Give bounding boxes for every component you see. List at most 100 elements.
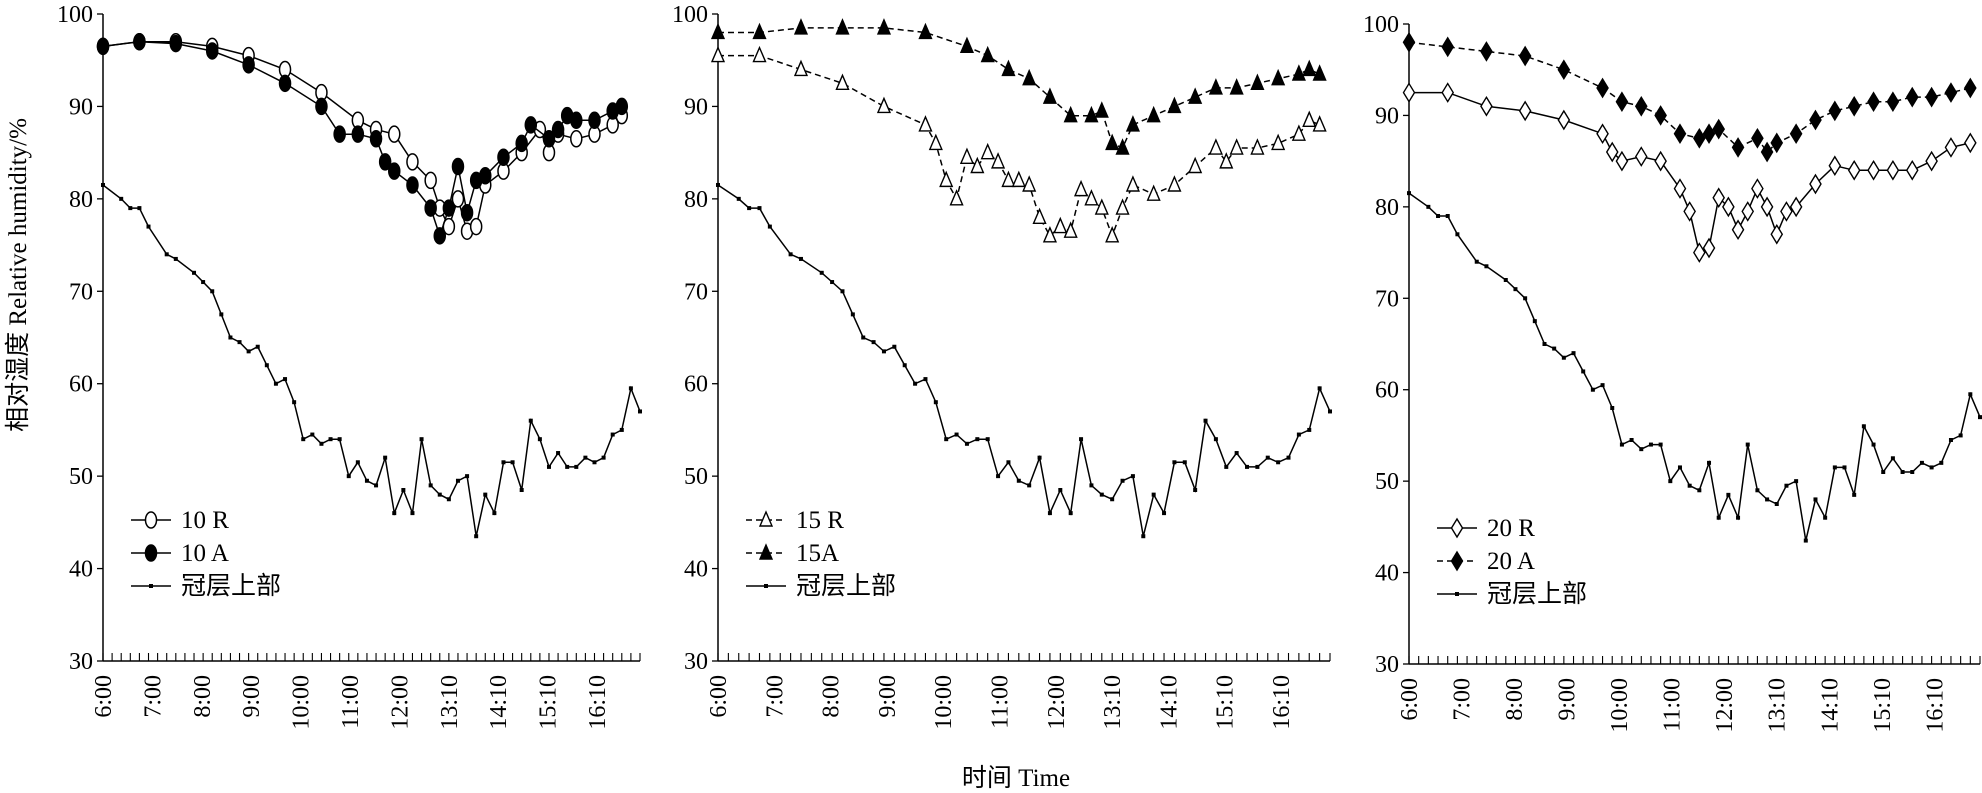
data-point: [1871, 442, 1876, 447]
legend-label: 15A: [796, 540, 839, 567]
data-point: [1890, 456, 1895, 461]
data-point: [1219, 152, 1234, 169]
data-point: [996, 474, 1001, 479]
data-point: [1726, 492, 1731, 497]
data-point: [1518, 100, 1532, 122]
data-point: [933, 400, 938, 405]
data-point: [1523, 296, 1528, 301]
data-point: [752, 22, 767, 40]
data-point: [1312, 64, 1327, 81]
data-point: [1312, 115, 1327, 132]
data-point: [1847, 95, 1861, 117]
data-point: [1011, 170, 1026, 188]
data-point: [1058, 488, 1063, 493]
data-point: [1794, 479, 1799, 484]
data-point: [483, 492, 488, 497]
data-point: [1542, 342, 1547, 346]
legend-marker: [758, 543, 774, 560]
data-point: [991, 152, 1006, 169]
series-3: [1407, 191, 1982, 543]
data-point: [292, 400, 297, 405]
data-point: [850, 312, 855, 317]
series-3: [716, 182, 1332, 539]
data-point: [1125, 175, 1140, 192]
data-point: [1130, 474, 1135, 479]
data-point: [1707, 460, 1712, 465]
data-point: [406, 153, 419, 171]
data-point: [892, 344, 897, 349]
data-point: [510, 460, 515, 465]
data-point: [574, 464, 579, 469]
data-point: [949, 189, 964, 206]
data-point: [1068, 511, 1073, 516]
x-tick-label: 11:00: [338, 675, 364, 729]
data-point: [835, 73, 850, 91]
data-point: [1702, 237, 1716, 259]
data-point: [1741, 201, 1755, 222]
data-point: [1436, 214, 1441, 218]
series-1: [710, 45, 1327, 243]
data-point: [1677, 465, 1682, 470]
data-point: [1760, 196, 1774, 218]
legend-label: 20 A: [1487, 548, 1535, 575]
data-point: [1939, 460, 1944, 465]
data-point: [1099, 492, 1104, 497]
y-tick-label: 50: [1375, 469, 1399, 495]
data-point: [1958, 433, 1963, 438]
data-point: [173, 256, 178, 261]
data-point: [1407, 191, 1411, 196]
data-point: [570, 130, 583, 148]
data-point: [219, 312, 224, 317]
data-point: [424, 199, 437, 217]
series-line: [718, 54, 1320, 238]
series-2: [96, 32, 629, 245]
data-point: [524, 116, 538, 134]
data-point: [1842, 465, 1847, 470]
data-point: [1110, 497, 1115, 502]
legend-label: 冠层上部: [181, 572, 281, 600]
x-tick-label: 14:10: [1156, 675, 1182, 730]
x-tick-label: 6:00: [706, 675, 732, 718]
data-point: [1712, 187, 1726, 209]
data-point: [319, 441, 324, 446]
data-point: [328, 437, 333, 442]
data-point: [278, 74, 292, 93]
data-point: [835, 18, 850, 35]
data-point: [1480, 95, 1493, 117]
data-point: [793, 59, 809, 77]
y-tick-label: 40: [1375, 561, 1399, 587]
series-line: [1409, 91, 1971, 254]
data-point: [164, 252, 169, 257]
data-point: [1480, 41, 1493, 62]
data-point: [1900, 470, 1905, 474]
data-point: [433, 227, 447, 245]
series-line: [717, 184, 1331, 537]
data-point: [918, 22, 933, 40]
data-point: [1053, 216, 1068, 234]
data-point: [128, 206, 133, 211]
data-point: [528, 418, 533, 423]
data-point: [1224, 464, 1229, 469]
legend-marker: [1450, 517, 1464, 539]
data-point: [1929, 465, 1934, 470]
data-point: [419, 437, 424, 442]
data-point: [1271, 133, 1286, 151]
data-point: [1402, 31, 1416, 53]
data-point: [1760, 141, 1774, 163]
data-point: [1167, 96, 1182, 114]
data-point: [588, 111, 601, 130]
data-point: [355, 460, 360, 465]
data-point: [757, 206, 762, 211]
data-point: [1063, 105, 1078, 123]
legend-label: 20 R: [1487, 515, 1535, 542]
data-point: [1668, 479, 1673, 484]
data-point: [1693, 242, 1706, 263]
data-point: [710, 22, 726, 40]
data-point: [346, 474, 351, 479]
data-point: [437, 492, 442, 497]
data-point: [881, 349, 886, 354]
legend-label: 15 R: [796, 507, 844, 534]
series-1: [1402, 82, 1977, 263]
figure-x-axis-title: 时间 Time: [962, 764, 1070, 792]
y-tick-label: 80: [69, 187, 93, 213]
